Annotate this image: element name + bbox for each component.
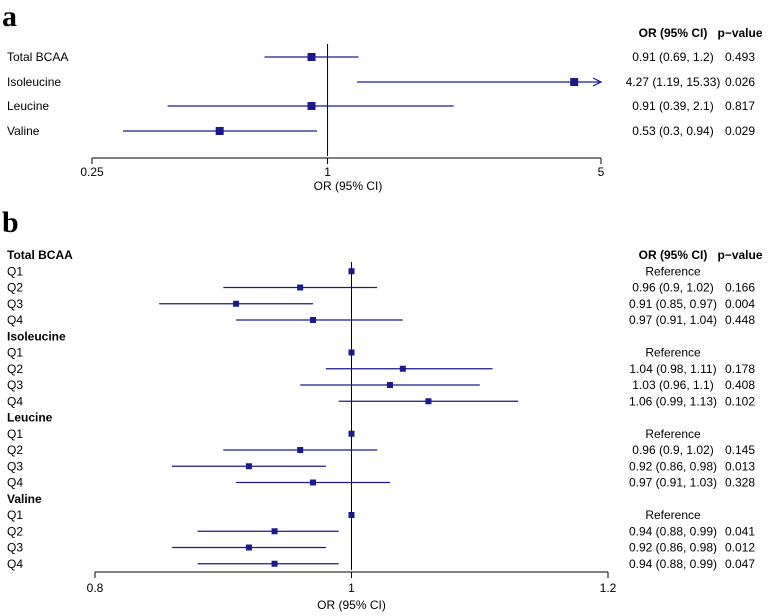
row-label: Q3 bbox=[7, 297, 23, 311]
point-estimate bbox=[297, 284, 304, 291]
or-value: 1.03 (0.96, 1.1) bbox=[632, 378, 713, 392]
x-tick-label: 0.25 bbox=[80, 165, 104, 179]
x-tick-label: 1.2 bbox=[600, 581, 617, 595]
row-label: Isoleucine bbox=[7, 75, 61, 89]
point-estimate bbox=[215, 127, 224, 135]
p-value: 0.328 bbox=[725, 476, 755, 490]
p-value: 0.013 bbox=[725, 459, 755, 473]
point-estimate bbox=[297, 447, 304, 453]
or-value: Reference bbox=[645, 264, 701, 278]
or-value: 0.94 (0.88, 0.99) bbox=[629, 557, 717, 571]
point-estimate bbox=[310, 317, 317, 323]
row-label: Q4 bbox=[7, 557, 23, 571]
row-label: Q1 bbox=[7, 346, 23, 360]
point-estimate bbox=[271, 560, 278, 567]
p-value: 0.004 bbox=[725, 297, 755, 311]
or-value: 4.27 (1.19, 15.33) bbox=[626, 75, 721, 89]
col-header-or: OR (95% CI) bbox=[639, 26, 708, 40]
p-value: 0.166 bbox=[725, 281, 755, 295]
or-value: 1.04 (0.98, 1.11) bbox=[629, 362, 716, 376]
point-estimate bbox=[348, 430, 355, 437]
p-value: 0.047 bbox=[725, 557, 755, 571]
p-value: 0.012 bbox=[725, 541, 755, 555]
row-label: Q2 bbox=[7, 524, 23, 538]
row-label: Valine bbox=[7, 124, 40, 138]
or-value: Reference bbox=[645, 346, 701, 360]
or-value: 0.92 (0.86, 0.98) bbox=[629, 459, 717, 473]
col-header-p: p−value bbox=[717, 26, 762, 40]
row-label: Q3 bbox=[7, 459, 23, 473]
p-value: 0.408 bbox=[725, 378, 755, 392]
or-value: 0.92 (0.86, 0.98) bbox=[629, 541, 717, 555]
or-value: 0.96 (0.9, 1.02) bbox=[632, 443, 713, 457]
row-label: Q1 bbox=[7, 427, 23, 441]
p-value: 0.041 bbox=[725, 524, 755, 538]
col-header-or: OR (95% CI) bbox=[639, 248, 708, 262]
or-value: Reference bbox=[645, 427, 701, 441]
group-label: Total BCAA bbox=[7, 248, 73, 262]
or-value: 0.91 (0.39, 2.1) bbox=[632, 99, 713, 113]
p-value: 0.178 bbox=[725, 362, 755, 376]
or-value: 1.06 (0.99, 1.13) bbox=[629, 394, 717, 408]
point-estimate bbox=[245, 463, 252, 470]
x-tick-label: 0.8 bbox=[87, 581, 104, 595]
or-value: 0.91 (0.85, 0.97) bbox=[629, 297, 717, 311]
point-estimate bbox=[271, 528, 278, 535]
p-value: 0.145 bbox=[725, 443, 755, 457]
point-estimate bbox=[307, 102, 316, 110]
or-value: 0.94 (0.88, 0.99) bbox=[629, 524, 717, 538]
x-axis-label: OR (95% CI) bbox=[314, 179, 383, 193]
or-value: 0.97 (0.91, 1.03) bbox=[629, 476, 717, 490]
row-label: Q3 bbox=[7, 378, 23, 392]
point-estimate bbox=[570, 78, 579, 86]
or-value: 0.96 (0.9, 1.02) bbox=[632, 281, 713, 295]
p-value: 0.102 bbox=[725, 394, 755, 408]
point-estimate bbox=[425, 398, 432, 405]
row-label: Total BCAA bbox=[7, 50, 68, 64]
point-estimate bbox=[307, 53, 316, 61]
point-estimate bbox=[386, 382, 393, 388]
ci-arrow bbox=[592, 77, 603, 87]
col-header-p: p−value bbox=[717, 248, 762, 262]
x-axis-label: OR (95% CI) bbox=[317, 598, 386, 612]
row-label: Q3 bbox=[7, 541, 23, 555]
panel-label-b: b bbox=[2, 206, 19, 239]
or-value: 0.53 (0.3, 0.94) bbox=[632, 124, 713, 138]
row-label: Q2 bbox=[7, 362, 23, 376]
row-label: Q4 bbox=[7, 476, 23, 490]
or-value: 0.97 (0.91, 1.04) bbox=[629, 313, 717, 327]
point-estimate bbox=[310, 479, 317, 486]
p-value: 0.493 bbox=[725, 50, 755, 64]
p-value: 0.448 bbox=[725, 313, 755, 327]
x-tick-label: 5 bbox=[598, 165, 605, 179]
point-estimate bbox=[348, 349, 355, 356]
p-value: 0.026 bbox=[725, 75, 755, 89]
panel-label-a: a bbox=[2, 0, 17, 33]
point-estimate bbox=[348, 268, 355, 275]
p-value: 0.029 bbox=[725, 124, 755, 138]
row-label: Q1 bbox=[7, 508, 23, 522]
row-label: Leucine bbox=[7, 99, 49, 113]
x-tick-label: 1 bbox=[348, 581, 355, 595]
point-estimate bbox=[233, 300, 240, 307]
point-estimate bbox=[245, 544, 252, 551]
p-value: 0.817 bbox=[725, 99, 755, 113]
row-label: Q4 bbox=[7, 394, 23, 408]
point-estimate bbox=[399, 365, 406, 372]
row-label: Q4 bbox=[7, 313, 23, 327]
group-label: Leucine bbox=[7, 411, 53, 425]
row-label: Q1 bbox=[7, 264, 23, 278]
or-value: 0.91 (0.69, 1.2) bbox=[632, 50, 713, 64]
x-tick-label: 1 bbox=[324, 165, 331, 179]
row-label: Q2 bbox=[7, 443, 23, 457]
group-label: Valine bbox=[7, 492, 42, 506]
group-label: Isoleucine bbox=[7, 329, 66, 343]
or-value: Reference bbox=[645, 508, 701, 522]
point-estimate bbox=[348, 512, 355, 518]
row-label: Q2 bbox=[7, 281, 23, 295]
